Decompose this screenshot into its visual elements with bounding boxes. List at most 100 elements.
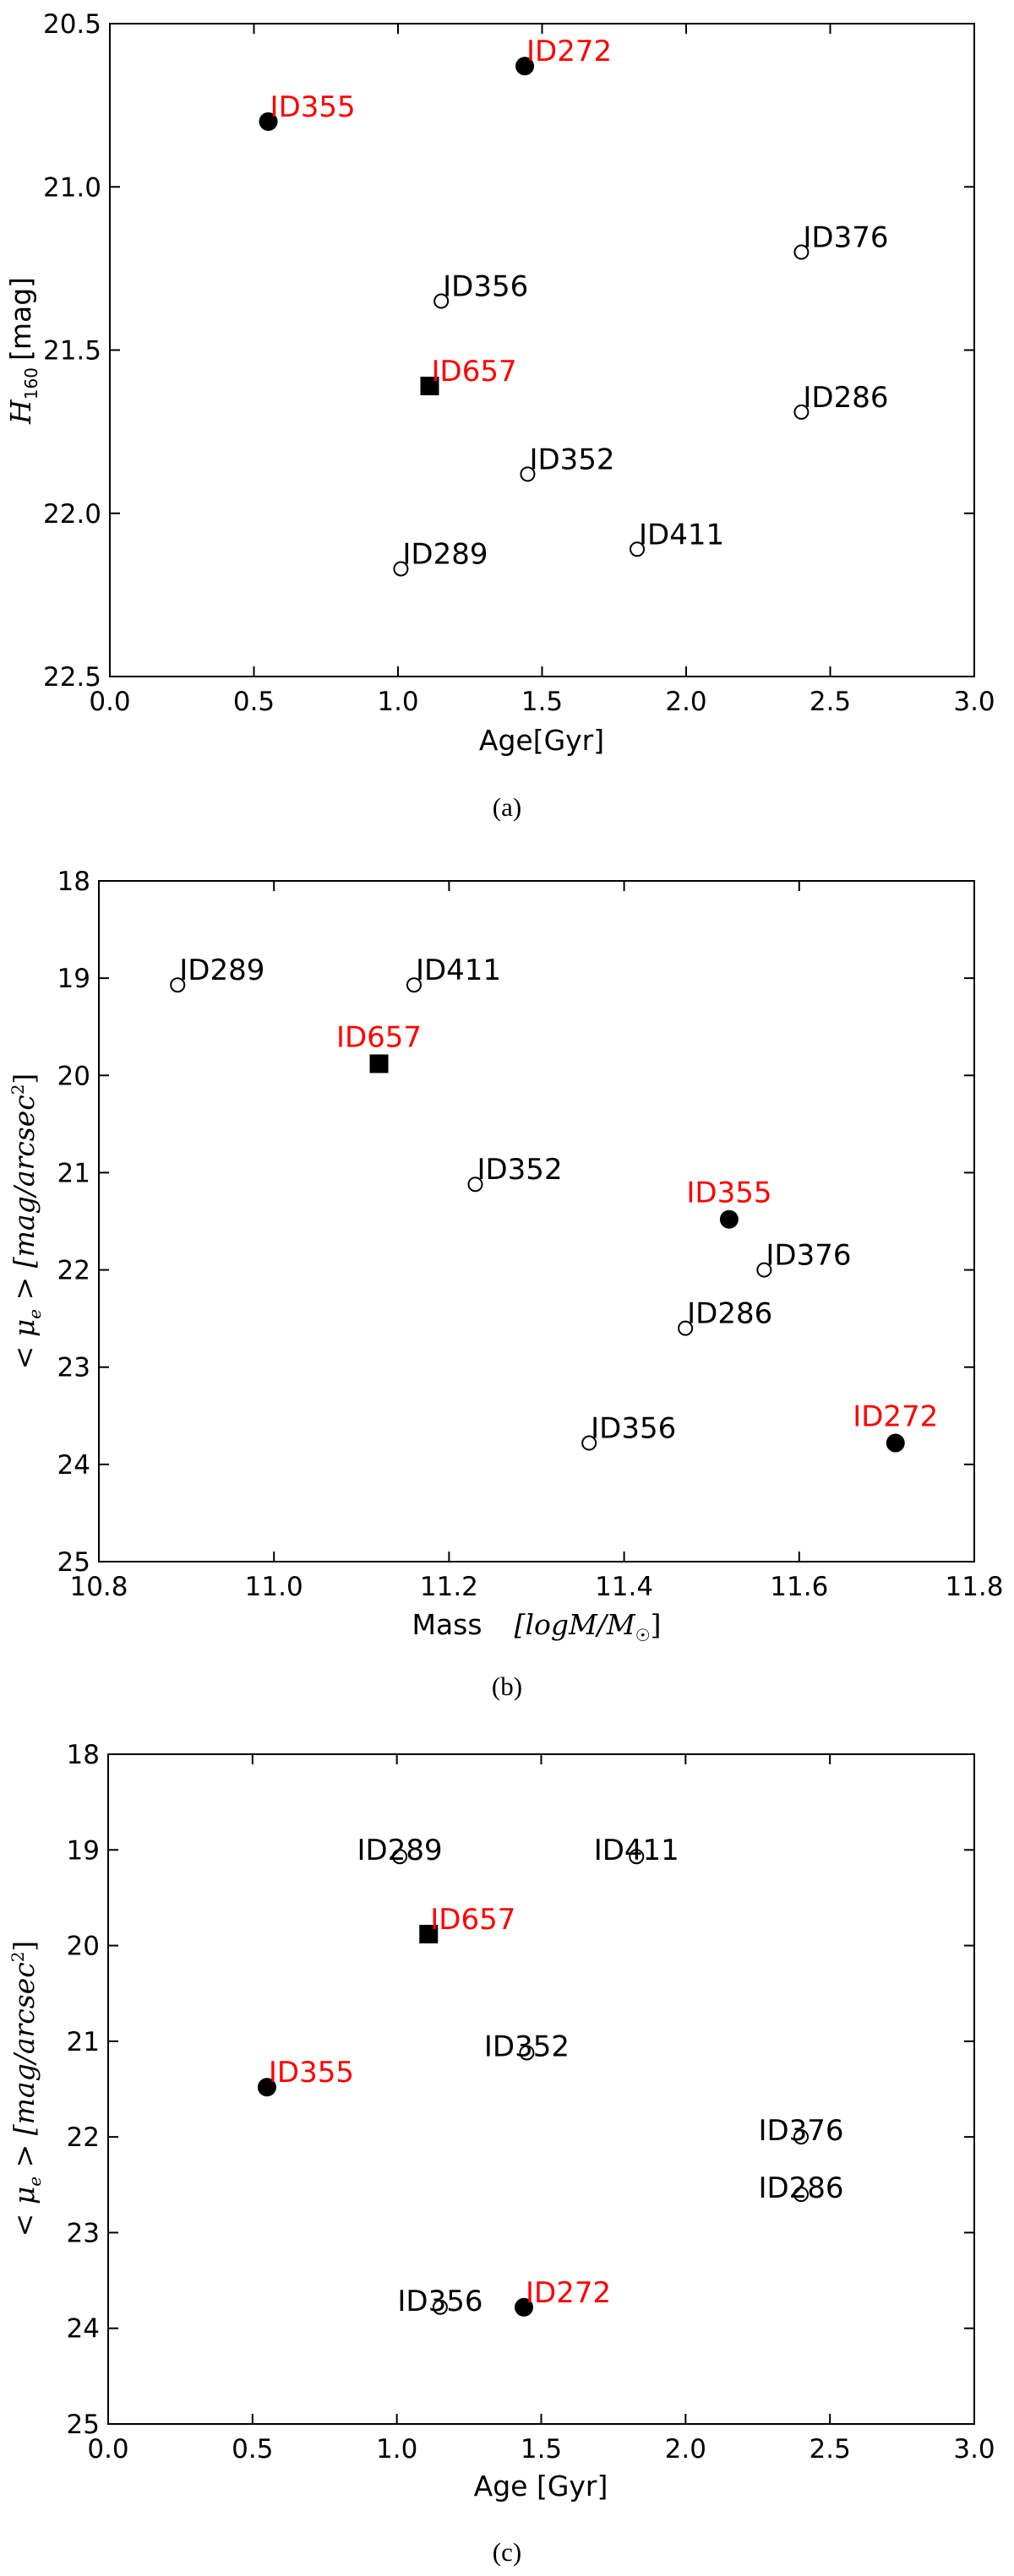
panel-b-point-id352-label: ID352 xyxy=(477,1153,562,1187)
panel-a-y-tick-label: 20.5 xyxy=(43,9,101,40)
panel-c-x-tick-label: 1.5 xyxy=(521,2434,562,2465)
panel-b-caption: (b) xyxy=(492,1671,522,1701)
panel-c-point-id289-label: ID289 xyxy=(357,1834,443,1867)
panel-b-y-ticks: 18 19 20 21 22 23 24 25 xyxy=(57,867,974,1578)
panel-c-y-tick-label: 24 xyxy=(67,2314,100,2345)
panel-c-point-id657-marker xyxy=(419,1924,439,1943)
panel-c-point-id355-label: ID355 xyxy=(269,2056,354,2090)
panel-c-point-id272-marker xyxy=(515,2297,533,2317)
panel-c-point-id411-label: ID411 xyxy=(594,1834,679,1867)
panel-a-plot-frame xyxy=(109,23,975,677)
panel-b-y-axis-label: < μe > [mag/arcsec2] xyxy=(8,1073,45,1370)
panel-b-point-id356-marker xyxy=(581,1435,597,1451)
panel-c-point-id356-marker xyxy=(432,2299,448,2315)
panel-b-y-tick-label: 20 xyxy=(57,1061,90,1091)
panel-a-point-id355-marker xyxy=(259,111,278,131)
panel-a-point-id352-marker xyxy=(520,466,536,482)
panel-a-point-id286-label: ID286 xyxy=(803,381,888,415)
panel-c-point-id352-marker xyxy=(519,2045,535,2061)
panel-b-point-id289-label: ID289 xyxy=(179,954,264,987)
panel-a-point-id376-label: ID376 xyxy=(803,221,888,255)
panel-b-plot-frame xyxy=(98,880,975,1562)
panel-a-y-tick-label: 21.0 xyxy=(43,172,101,203)
panel-c-x-tick-label: 1.0 xyxy=(376,2434,417,2465)
panel-a-point-id657-label: ID657 xyxy=(432,355,517,389)
panel-b-x-axis-text: Mass xyxy=(412,1608,482,1641)
panel-a-point-id272-marker xyxy=(515,57,535,76)
panel-b-x-tick-label: 11.4 xyxy=(595,1572,653,1602)
panel-b-point-id289-marker xyxy=(170,977,186,993)
panel-a-y-axis-label: H160 [mag] xyxy=(4,277,41,425)
panel-b-y-tick-label: 21 xyxy=(57,1158,90,1188)
panel-c-caption: (c) xyxy=(493,2537,521,2567)
panel-a-point-id657-marker xyxy=(420,377,439,396)
panel-a-x-tick-label: 1.0 xyxy=(377,687,418,717)
panel-c-x-ticks: 0.0 0.5 1.0 1.5 2.0 2.5 3.0 xyxy=(87,1754,995,2465)
panel-b-x-tick-label: 11.2 xyxy=(420,1572,478,1602)
panel-c-x-tick-label: 0.5 xyxy=(232,2434,273,2465)
panel-c-y-axis-superscript: 2 xyxy=(8,1952,28,1963)
panel-b-x-axis-close: ] xyxy=(651,1608,662,1641)
panel-c-points: ID289 ID411 ID657 ID352 ID355 ID376 ID286 ID356… xyxy=(257,1834,844,2318)
panel-c-point-id356-label: ID356 xyxy=(397,2285,482,2318)
panel-a-x-tick-label: 3.0 xyxy=(953,687,995,717)
panel-a-point-id272-label: ID272 xyxy=(526,35,612,68)
panel-c-point-id352-label: ID352 xyxy=(484,2030,570,2063)
panel-c-x-tick-label: 2.5 xyxy=(810,2434,851,2465)
panel-b-x-axis-label: Mass [logM/M☉] xyxy=(412,1608,661,1645)
panel-b-y-axis-close: ] xyxy=(8,1073,41,1084)
panel-c-y-tick-label: 22 xyxy=(67,2122,100,2153)
panel-a-point-id289-marker xyxy=(393,561,409,577)
panel-b-x-tick-label: 10.8 xyxy=(69,1572,128,1602)
panel-a-y-tick-label: 22.0 xyxy=(43,499,101,530)
panel-b-y-tick-label: 23 xyxy=(57,1353,90,1383)
panel-a-point-id289-label: ID289 xyxy=(402,537,488,571)
panel-c-point-id411-marker xyxy=(629,1849,645,1865)
panel-c-point-id286-marker xyxy=(793,2187,809,2203)
panel-a-caption: (a) xyxy=(493,792,521,822)
panel-b-point-id355-marker xyxy=(719,1209,739,1229)
panel-a-point-id411-marker xyxy=(630,541,646,557)
panel-c-y-tick-label: 21 xyxy=(67,2027,100,2057)
panel-c-point-id289-marker xyxy=(392,1849,408,1865)
panel-a-x-tick-label: 2.0 xyxy=(665,687,706,717)
panel-a-y-axis-unit: [mag] xyxy=(4,277,37,361)
panel-c-plot-frame xyxy=(107,1753,975,2425)
panel-c-y-tick-label: 19 xyxy=(67,1835,100,1866)
panel-a-point-id286-marker xyxy=(793,404,810,420)
panel-b-x-ticks: 10.8 11.0 11.2 11.4 11.6 11.8 xyxy=(69,881,1004,1602)
panel-b-y-tick-label: 19 xyxy=(57,964,90,994)
panel-a-point-id355-label: ID355 xyxy=(270,90,356,124)
panel-c-x-tick-label: 2.0 xyxy=(665,2434,706,2465)
panel-b-x-axis-math: [logM/M xyxy=(515,1608,636,1641)
panel-b-y-axis-unit: > [mag/arcsec xyxy=(8,1095,41,1309)
panel-c-x-tick-label: 3.0 xyxy=(953,2434,995,2465)
panel-b-point-id286-label: ID286 xyxy=(687,1297,772,1331)
panel-a-y-tick-label: 22.5 xyxy=(43,662,101,693)
panel-b-point-id272-marker xyxy=(886,1433,905,1453)
panel-c: 0.0 0.5 1.0 1.5 2.0 2.5 3.0 18 19 20 21 22 23 24 25 I… xyxy=(8,1740,995,2567)
panel-b-point-id376-marker xyxy=(756,1262,772,1278)
panel-c-point-id657-label: ID657 xyxy=(430,1903,515,1937)
panel-a-y-axis-subscript: 160 xyxy=(21,367,41,399)
panel-c-point-id272-label: ID272 xyxy=(526,2276,611,2310)
panel-b: 10.8 11.0 11.2 11.4 11.6 11.8 18 19 20 21 22 23 24 2… xyxy=(8,867,1004,1701)
panel-b-y-tick-label: 18 xyxy=(57,867,90,897)
panel-b-point-id376-label: ID376 xyxy=(766,1239,851,1273)
panel-c-point-id376-marker xyxy=(793,2129,809,2145)
panel-b-y-tick-label: 24 xyxy=(57,1450,90,1481)
panel-c-point-id355-marker xyxy=(257,2078,276,2097)
panel-a-x-axis-label: Age[Gyr] xyxy=(479,724,604,757)
panel-b-points: ID289 ID411 ID657 ID352 ID355 ID376 ID286 ID356… xyxy=(170,954,938,1453)
panel-b-x-tick-label: 11.0 xyxy=(245,1572,303,1602)
panel-b-point-id657-marker xyxy=(369,1054,389,1073)
panel-a-point-id376-marker xyxy=(793,244,810,260)
panel-a-y-axis-symbol: H xyxy=(4,399,37,425)
panel-b-y-axis-superscript: 2 xyxy=(8,1084,28,1095)
panel-a-point-id356-marker xyxy=(433,293,450,309)
panel-c-x-tick-label: 0.0 xyxy=(87,2434,128,2465)
panel-c-point-id376-label: ID376 xyxy=(758,2114,843,2148)
panel-b-point-id356-label: ID356 xyxy=(591,1412,676,1446)
panel-b-y-tick-label: 22 xyxy=(57,1256,90,1286)
